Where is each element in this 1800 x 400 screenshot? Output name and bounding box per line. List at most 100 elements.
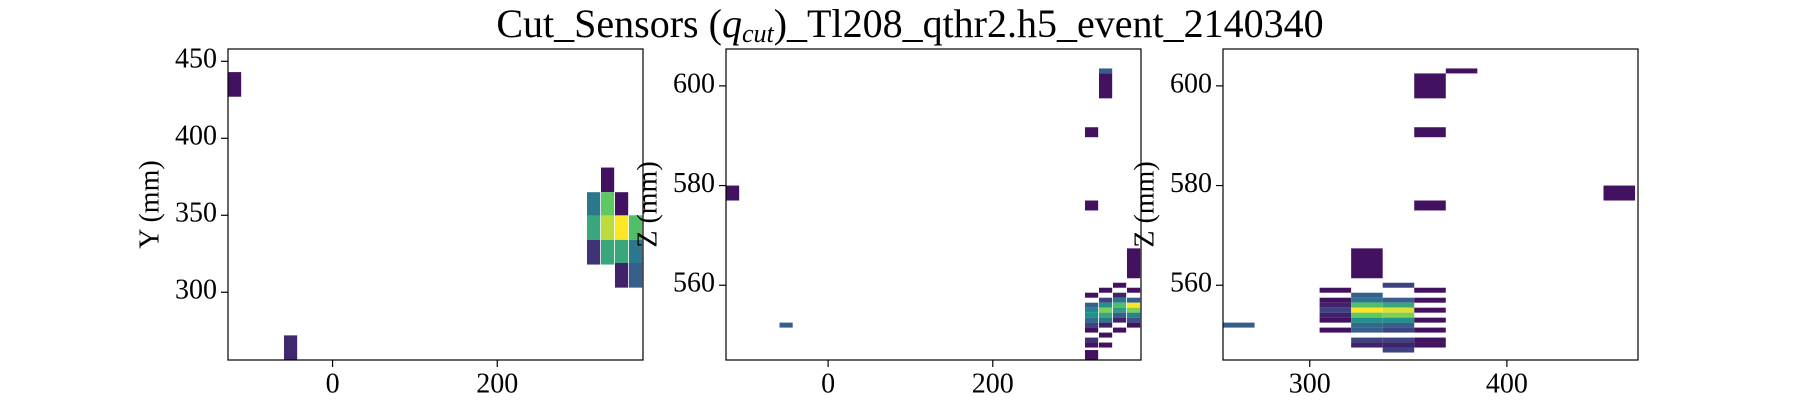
heatmap-cell (1099, 342, 1113, 348)
heatmap-cell (1351, 297, 1383, 303)
heatmap-cell (1085, 302, 1099, 308)
heatmap-cell (1127, 287, 1141, 293)
heatmap-cell (615, 192, 629, 217)
x-tick-label: 200 (476, 368, 518, 399)
heatmap-cell (1085, 327, 1099, 333)
heatmap-cell (1113, 302, 1127, 308)
heatmap-cell (1382, 337, 1415, 343)
heatmap-cell (228, 72, 242, 97)
heatmap-cell (1113, 312, 1127, 318)
heatmap-cell (1085, 337, 1099, 343)
heatmap-cell (1085, 127, 1099, 138)
y-tick-label: 560 (1170, 268, 1212, 299)
title-subscript: cut (742, 19, 775, 48)
heatmap-cell (1319, 287, 1352, 293)
x-tick-label: 0 (326, 368, 340, 399)
heatmap-cell (1414, 327, 1446, 333)
title-part: Cut_Sensors ( (496, 1, 722, 46)
heatmap-cell (587, 215, 601, 240)
axes-frame (1222, 48, 1639, 361)
y-tick-label: 600 (1170, 68, 1212, 99)
heatmap-cell (1113, 292, 1127, 298)
heatmap-cell (1382, 302, 1415, 308)
heatmap-cell (1099, 322, 1113, 328)
x-tick-label: 200 (972, 368, 1014, 399)
heatmap-cell (1113, 317, 1127, 323)
y-axis-label: Z (mm) (632, 161, 663, 247)
heatmap-cell (1382, 342, 1415, 348)
heatmap-cell (1319, 312, 1352, 318)
heatmap-cell (1113, 327, 1127, 333)
heatmap-cell (1085, 350, 1099, 360)
heatmap-cell (1113, 307, 1127, 313)
heatmap-cell (1099, 68, 1113, 74)
heatmap-cell (1319, 302, 1352, 308)
heatmap-cell (1382, 307, 1415, 313)
heatmap-cell (1127, 297, 1141, 303)
y-tick-label: 580 (673, 168, 715, 199)
heatmap-cell (1127, 248, 1141, 279)
heatmap-cell (1414, 297, 1446, 303)
heatmap-cell (587, 192, 601, 217)
heatmap-cell (1085, 342, 1099, 348)
heatmap-cell (1351, 248, 1383, 279)
heatmap-cell (1127, 307, 1141, 313)
heatmap-cell (1319, 307, 1352, 313)
heatmap-cell (601, 239, 615, 265)
heatmap-cell (1351, 337, 1383, 343)
heatmap-cell (615, 239, 629, 265)
heatmap-cell (1382, 327, 1415, 333)
heatmap-cell (1351, 307, 1383, 313)
heatmap-cell (1603, 185, 1636, 201)
heatmap-cell (1414, 73, 1446, 99)
heatmap-cell (601, 167, 615, 193)
y-tick-label: 580 (1170, 168, 1212, 199)
axes-frame (227, 48, 644, 361)
heatmap-cell (1127, 312, 1141, 318)
heatmap-cell (1085, 307, 1099, 313)
heatmap-cell (1099, 317, 1113, 323)
heatmap-cell (1127, 302, 1141, 308)
heatmap-cell (283, 335, 298, 360)
heatmap-cell (601, 192, 615, 217)
heatmap-cell (1099, 312, 1113, 318)
heatmap-cell (1414, 127, 1446, 138)
y-axis-label: Z (mm) (1129, 161, 1160, 247)
heatmap-cell (1382, 347, 1415, 353)
heatmap-cell (1099, 307, 1113, 313)
heatmap-cell (1351, 312, 1383, 318)
heatmap-cell (1414, 307, 1446, 313)
heatmap-cell (615, 215, 629, 240)
y-tick-label: 350 (175, 198, 217, 229)
heatmap-cell (1414, 200, 1446, 211)
heatmap-cell (1085, 292, 1099, 298)
heatmap-cell (1382, 317, 1415, 323)
heatmap-cell (1351, 292, 1383, 298)
heatmap-cell (1414, 342, 1446, 348)
heatmap-cell (1099, 73, 1113, 99)
heatmap-cell (615, 263, 629, 288)
heatmap-cell (1351, 322, 1383, 328)
heatmap-cell (1099, 297, 1113, 303)
heatmap-cell (779, 322, 793, 328)
title-part: )_Tl208_qthr2.h5_event_2140340 (774, 1, 1324, 46)
heatmap-cell (1085, 200, 1099, 211)
y-tick-label: 560 (673, 268, 715, 299)
heatmap-cell (726, 185, 740, 201)
heatmap-cell (1085, 312, 1099, 318)
heatmap-cell (1382, 282, 1415, 288)
title-symbol: q (722, 1, 742, 46)
heatmap-cell (1223, 322, 1255, 328)
heatmap-cell (1351, 342, 1383, 348)
y-tick-label: 300 (175, 275, 217, 306)
figure-title: Cut_Sensors (qcut)_Tl208_qthr2.h5_event_… (496, 1, 1323, 48)
heatmap-cell (1127, 322, 1141, 328)
heatmap-cell (1445, 68, 1478, 74)
heatmap-cell (629, 263, 643, 288)
heatmap-cell (1351, 317, 1383, 323)
plot-area (228, 72, 643, 360)
heatmap-cell (1113, 282, 1127, 288)
heatmap-cell (629, 215, 643, 240)
heatmap-cell (1319, 297, 1352, 303)
